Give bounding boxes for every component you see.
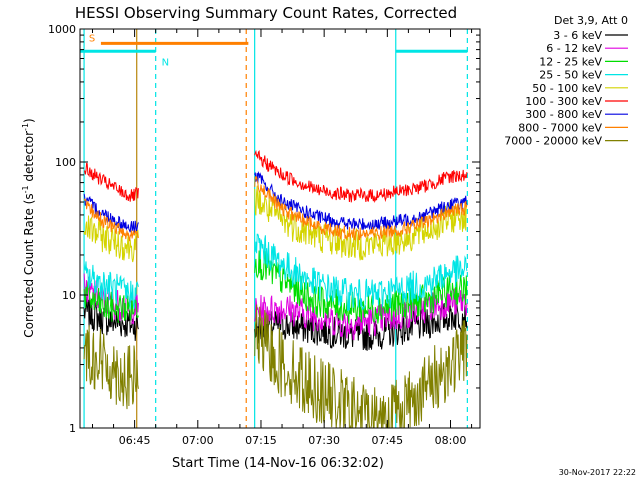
- legend-label: 25 - 50 keV: [539, 69, 602, 82]
- y-tick-label: 1000: [48, 23, 76, 36]
- y-axis-label-sup2: -1: [21, 123, 30, 131]
- series-line-5: [83, 215, 139, 263]
- x-tick-label: 07:15: [245, 434, 277, 447]
- flag-label: N: [162, 57, 169, 68]
- legend-label: 50 - 100 keV: [532, 82, 602, 95]
- legend-label: 7000 - 20000 keV: [504, 135, 602, 148]
- footer-date: 30-Nov-2017 22:22: [559, 468, 636, 477]
- series-line-7: [83, 193, 139, 233]
- series-line-2: [254, 285, 468, 341]
- chart-title: HESSI Observing Summary Count Rates, Cor…: [75, 4, 457, 22]
- y-tick-label: 100: [55, 156, 76, 169]
- x-tick-label: 08:00: [435, 434, 467, 447]
- y-axis: 1 10 100 1000: [48, 23, 480, 435]
- series-line-6: [254, 149, 468, 203]
- legend-label: 3 - 6 keV: [553, 29, 602, 42]
- legend-label: 6 - 12 keV: [546, 42, 602, 55]
- series-line-4: [83, 261, 139, 309]
- legend-header: Det 3,9, Att 0: [554, 14, 628, 27]
- legend-label: 300 - 800 keV: [525, 108, 602, 121]
- x-axis-label: Start Time (14-Nov-16 06:32:02): [172, 456, 384, 471]
- x-tick-label: 06:45: [119, 434, 151, 447]
- x-tick-label: 07:30: [308, 434, 340, 447]
- series-line-8: [83, 198, 139, 242]
- series-line-6: [84, 162, 139, 202]
- x-tick-label: 07:45: [371, 434, 403, 447]
- series-line-1: [83, 296, 139, 341]
- y-tick-label: 10: [62, 289, 76, 302]
- legend-label: 12 - 25 keV: [539, 55, 602, 68]
- y-axis-label-part3: ): [22, 118, 36, 123]
- y-axis-label-part1: Corrected Count Rate (s: [22, 193, 36, 337]
- legend-label: 800 - 7000 keV: [518, 121, 602, 134]
- legend-label: 100 - 300 keV: [525, 95, 602, 108]
- flag-label: S: [89, 33, 95, 44]
- x-axis: 06:45 07:00 07:15 07:30 07:45 08:00: [91, 29, 473, 447]
- series-line-4: [254, 233, 468, 312]
- plot-frame: [79, 28, 481, 429]
- y-axis-label-part2: detector: [22, 131, 36, 186]
- series-line-9: [83, 325, 139, 410]
- x-tick-label: 07:00: [182, 434, 214, 447]
- series-line-7: [254, 171, 468, 232]
- y-axis-label-sup1: -1: [21, 185, 30, 193]
- y-axis-label: Corrected Count Rate (s-1 detector-1): [21, 118, 36, 337]
- series-line-8: [254, 176, 468, 241]
- data-series-group: SN: [80, 29, 468, 429]
- y-tick-label: 1: [69, 422, 76, 435]
